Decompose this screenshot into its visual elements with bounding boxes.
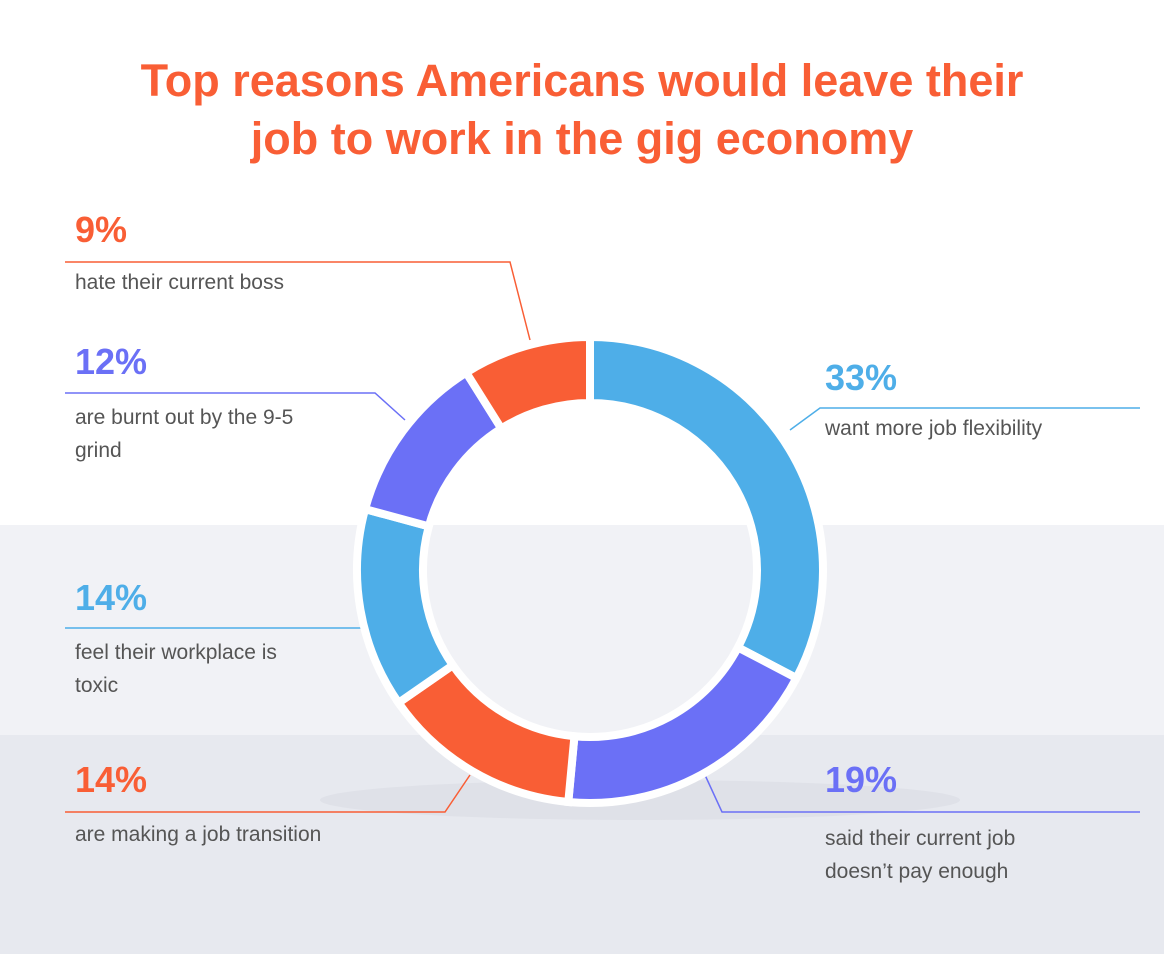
value-label: 14% xyxy=(75,577,148,618)
value-label: 12% xyxy=(75,341,148,382)
chart-title: Top reasons Americans would leave their … xyxy=(0,52,1164,168)
category-label: feel their workplace is toxic xyxy=(75,641,277,697)
leader-line xyxy=(704,774,1140,813)
value-label: 9% xyxy=(75,209,128,250)
category-label: are burnt out by the 9-5 grind xyxy=(75,406,294,462)
title-text: Top reasons Americans would leave their … xyxy=(140,55,1024,164)
donut-segment xyxy=(353,504,459,709)
leader-line xyxy=(789,407,1140,431)
donut-segment xyxy=(586,332,827,684)
category-label: want more job flexibility xyxy=(825,417,1043,440)
category-label: hate their current boss xyxy=(75,271,284,294)
leader-lines xyxy=(65,261,1140,813)
leader-line xyxy=(65,774,471,813)
donut-segment xyxy=(460,332,594,435)
value-label: 33% xyxy=(825,357,898,398)
category-label: said their current job doesn’t pay enoug… xyxy=(825,827,1016,883)
background-band xyxy=(0,525,1164,735)
leader-line xyxy=(65,261,531,341)
category-label: are making a job transition xyxy=(75,823,322,846)
donut-segment xyxy=(563,642,802,807)
value-label: 14% xyxy=(75,759,148,800)
value-label: 19% xyxy=(825,759,898,800)
donut xyxy=(353,332,827,807)
leader-line xyxy=(65,392,406,421)
